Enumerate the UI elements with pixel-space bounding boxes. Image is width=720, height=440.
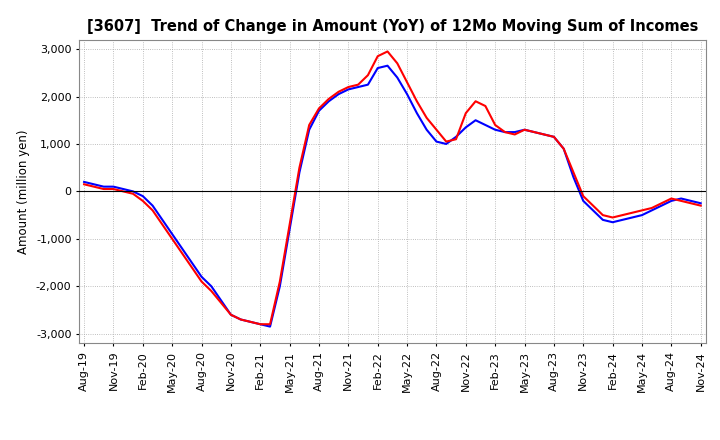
Ordinary Income bbox=[158, 217, 167, 223]
Net Income bbox=[402, 80, 411, 85]
Line: Ordinary Income: Ordinary Income bbox=[84, 66, 701, 326]
Ordinary Income bbox=[383, 63, 392, 68]
Ordinary Income bbox=[80, 179, 89, 184]
Line: Net Income: Net Income bbox=[84, 51, 701, 324]
Ordinary Income bbox=[442, 141, 451, 147]
Net Income bbox=[383, 49, 392, 54]
Net Income bbox=[256, 322, 264, 327]
Ordinary Income bbox=[344, 87, 353, 92]
Net Income bbox=[158, 222, 167, 227]
Y-axis label: Amount (million yen): Amount (million yen) bbox=[17, 129, 30, 253]
Ordinary Income bbox=[500, 129, 509, 135]
Ordinary Income bbox=[266, 324, 274, 329]
Ordinary Income bbox=[491, 127, 500, 132]
Net Income bbox=[696, 203, 705, 208]
Net Income bbox=[442, 139, 451, 144]
Net Income bbox=[80, 182, 89, 187]
Net Income bbox=[491, 122, 500, 128]
Title: [3607]  Trend of Change in Amount (YoY) of 12Mo Moving Sum of Incomes: [3607] Trend of Change in Amount (YoY) o… bbox=[86, 19, 698, 34]
Net Income bbox=[500, 129, 509, 135]
Ordinary Income bbox=[696, 201, 705, 206]
Ordinary Income bbox=[402, 92, 411, 97]
Net Income bbox=[344, 84, 353, 90]
